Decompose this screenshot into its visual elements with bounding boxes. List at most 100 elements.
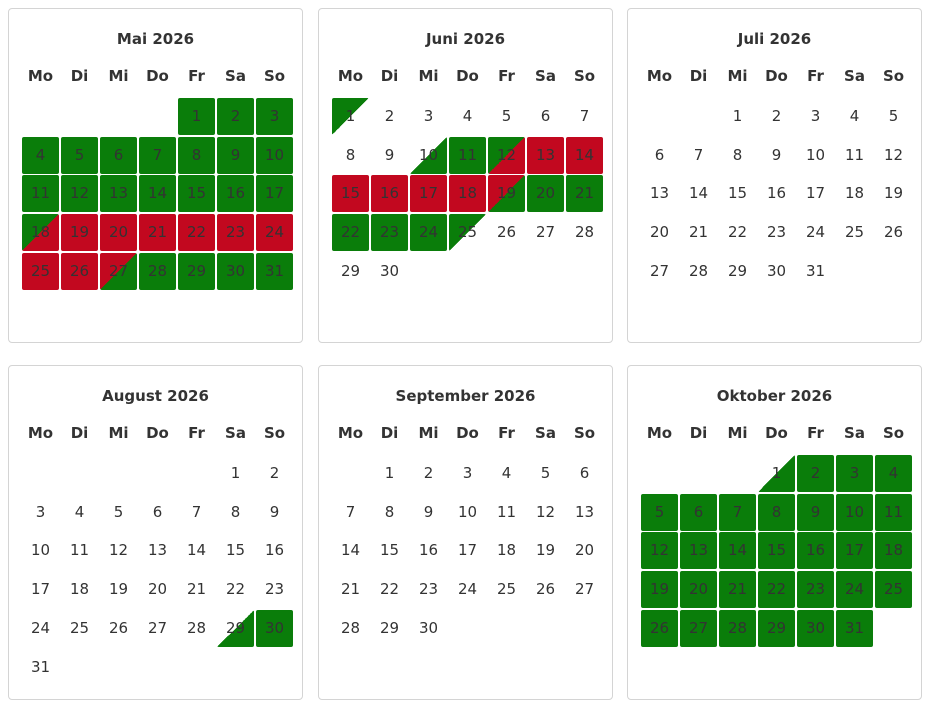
- day-cell[interactable]: 20: [99, 213, 138, 252]
- day-number[interactable]: 4: [501, 463, 512, 482]
- day-cell[interactable]: 6: [99, 136, 138, 175]
- day-cell[interactable]: 25: [487, 570, 526, 609]
- day-cell[interactable]: 14: [177, 531, 216, 570]
- day-cell[interactable]: 6: [526, 97, 565, 136]
- day-number[interactable]: 2: [423, 463, 434, 482]
- day-number[interactable]: 12: [535, 502, 556, 521]
- day-cell[interactable]: 24: [448, 570, 487, 609]
- day-cell[interactable]: 9: [370, 136, 409, 175]
- day-cell[interactable]: 19: [526, 531, 565, 570]
- day-number[interactable]: 30: [217, 252, 254, 290]
- day-number[interactable]: 18: [496, 541, 517, 560]
- day-cell[interactable]: 31: [255, 252, 294, 291]
- day-number[interactable]: 2: [269, 463, 280, 482]
- day-cell[interactable]: 5: [99, 493, 138, 532]
- day-number[interactable]: 11: [844, 145, 865, 164]
- day-number[interactable]: 24: [805, 223, 826, 242]
- day-number[interactable]: 7: [693, 145, 704, 164]
- day-number[interactable]: 30: [379, 261, 400, 280]
- day-number[interactable]: 3: [462, 463, 473, 482]
- day-cell[interactable]: 27: [526, 213, 565, 252]
- day-number[interactable]: 27: [535, 223, 556, 242]
- day-number[interactable]: 10: [256, 136, 293, 174]
- day-cell[interactable]: 24: [835, 570, 874, 609]
- day-cell[interactable]: 29: [177, 252, 216, 291]
- day-number[interactable]: 13: [147, 541, 168, 560]
- day-number[interactable]: 29: [178, 252, 215, 290]
- day-number[interactable]: 23: [797, 571, 834, 609]
- day-number[interactable]: 31: [30, 657, 51, 676]
- day-number[interactable]: 28: [688, 261, 709, 280]
- day-cell[interactable]: 27: [99, 252, 138, 291]
- day-cell[interactable]: 7: [177, 493, 216, 532]
- day-cell[interactable]: 7: [331, 493, 370, 532]
- day-cell[interactable]: 1: [331, 97, 370, 136]
- day-number[interactable]: 21: [186, 580, 207, 599]
- day-number[interactable]: 18: [22, 214, 59, 252]
- day-number[interactable]: 8: [178, 136, 215, 174]
- day-number[interactable]: 11: [875, 493, 912, 531]
- day-cell[interactable]: 19: [874, 174, 913, 213]
- day-number[interactable]: 28: [719, 609, 756, 647]
- day-cell[interactable]: 29: [216, 609, 255, 648]
- day-number[interactable]: 23: [264, 580, 285, 599]
- day-number[interactable]: 11: [69, 541, 90, 560]
- day-number[interactable]: 5: [540, 463, 551, 482]
- day-cell[interactable]: 8: [718, 136, 757, 175]
- day-number[interactable]: 15: [379, 541, 400, 560]
- day-cell[interactable]: 29: [331, 252, 370, 291]
- day-cell[interactable]: 23: [409, 570, 448, 609]
- day-cell[interactable]: 10: [255, 136, 294, 175]
- day-cell[interactable]: 31: [796, 252, 835, 291]
- day-cell[interactable]: 20: [640, 213, 679, 252]
- day-number[interactable]: 22: [225, 580, 246, 599]
- day-number[interactable]: 9: [771, 145, 782, 164]
- day-number[interactable]: 8: [384, 502, 395, 521]
- day-cell[interactable]: 5: [60, 136, 99, 175]
- day-cell[interactable]: 17: [409, 174, 448, 213]
- day-number[interactable]: 10: [30, 541, 51, 560]
- day-number[interactable]: 17: [410, 175, 447, 213]
- day-number[interactable]: 21: [688, 223, 709, 242]
- day-cell[interactable]: 10: [409, 136, 448, 175]
- day-cell[interactable]: 18: [487, 531, 526, 570]
- day-cell[interactable]: 15: [718, 174, 757, 213]
- day-number[interactable]: 9: [423, 502, 434, 521]
- day-cell[interactable]: 19: [487, 174, 526, 213]
- day-cell[interactable]: 11: [60, 531, 99, 570]
- day-number[interactable]: 13: [574, 502, 595, 521]
- day-cell[interactable]: 26: [874, 213, 913, 252]
- day-number[interactable]: 10: [805, 145, 826, 164]
- day-cell[interactable]: 24: [21, 609, 60, 648]
- day-cell[interactable]: 26: [487, 213, 526, 252]
- day-cell[interactable]: 3: [835, 454, 874, 493]
- day-cell[interactable]: 15: [757, 531, 796, 570]
- day-number[interactable]: 12: [108, 541, 129, 560]
- day-cell[interactable]: 9: [796, 493, 835, 532]
- day-number[interactable]: 5: [641, 493, 678, 531]
- day-number[interactable]: 1: [230, 463, 241, 482]
- day-number[interactable]: 15: [178, 175, 215, 213]
- day-number[interactable]: 22: [379, 580, 400, 599]
- day-cell[interactable]: 31: [21, 648, 60, 687]
- day-number[interactable]: 31: [836, 609, 873, 647]
- day-cell[interactable]: 23: [370, 213, 409, 252]
- day-number[interactable]: 20: [574, 541, 595, 560]
- day-cell[interactable]: 15: [370, 531, 409, 570]
- day-number[interactable]: 24: [410, 214, 447, 252]
- day-number[interactable]: 3: [423, 106, 434, 125]
- day-cell[interactable]: 10: [796, 136, 835, 175]
- day-cell[interactable]: 12: [874, 136, 913, 175]
- day-cell[interactable]: 8: [331, 136, 370, 175]
- day-number[interactable]: 19: [488, 175, 525, 213]
- day-cell[interactable]: 22: [718, 213, 757, 252]
- day-cell[interactable]: 23: [255, 570, 294, 609]
- day-number[interactable]: 16: [371, 175, 408, 213]
- day-cell[interactable]: 30: [370, 252, 409, 291]
- day-cell[interactable]: 28: [177, 609, 216, 648]
- day-cell[interactable]: 20: [526, 174, 565, 213]
- day-cell[interactable]: 30: [216, 252, 255, 291]
- day-number[interactable]: 3: [35, 502, 46, 521]
- day-cell[interactable]: 13: [640, 174, 679, 213]
- day-number[interactable]: 20: [527, 175, 564, 213]
